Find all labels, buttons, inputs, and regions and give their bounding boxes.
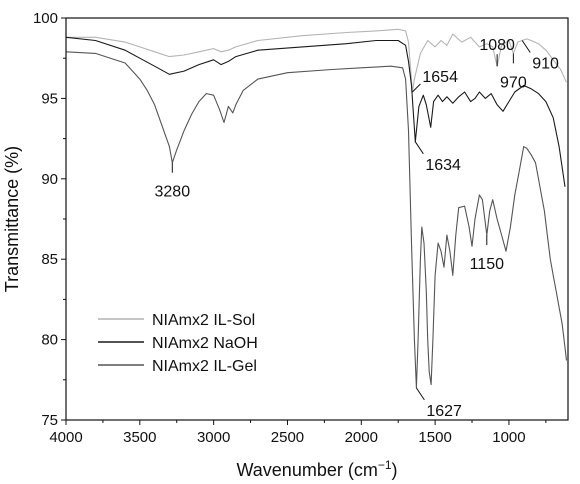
y-tick-label: 100 (33, 10, 58, 27)
peak-leader-line (412, 83, 421, 93)
peak-label: 1150 (470, 256, 505, 273)
peak-label: 970 (500, 74, 527, 91)
peak-label: 3280 (155, 184, 191, 201)
y-axis-title: Transmittance (%) (2, 146, 22, 292)
y-tick-label: 75 (41, 412, 58, 429)
peak-label: 1080 (479, 37, 515, 54)
peak-label: 1634 (425, 157, 461, 174)
series-line-1 (66, 28, 567, 93)
plot-frame (65, 17, 569, 421)
plot-lines (65, 28, 568, 389)
y-tick-label: 85 (41, 251, 58, 268)
x-tick-label: 1000 (492, 429, 525, 446)
legend-label: NIAmx2 IL-Gel (152, 358, 257, 375)
series-line-2 (65, 36, 566, 187)
y-axis: 75 80 85 90 95 100 (33, 10, 66, 429)
y-tick-label: 90 (41, 171, 58, 188)
x-tick-label: 3500 (123, 429, 156, 446)
x-tick-label: 2500 (271, 429, 304, 446)
peak-label: 1654 (422, 69, 458, 86)
peak-leader-line (521, 40, 531, 53)
x-tick-label: 3000 (197, 429, 230, 446)
x-tick-label: 4000 (49, 429, 82, 446)
y-tick-label: 95 (41, 90, 58, 107)
legend-label: NIAmx2 IL-Sol (152, 312, 255, 329)
y-tick-label: 80 (41, 332, 58, 349)
legend-label: NIAmx2 NaOH (152, 335, 258, 352)
peak-leader-line (414, 141, 424, 155)
x-axis: 4000 3500 3000 2500 2000 1500 1000 (49, 420, 547, 446)
peak-label: 910 (532, 56, 559, 73)
series-line-3 (65, 51, 568, 389)
legend: NIAmx2 IL-Sol NIAmx2 NaOH NIAmx2 IL-Gel (98, 312, 258, 375)
x-tick-label: 1500 (418, 429, 451, 446)
x-axis-title: Wavenumber (cm−1) (236, 458, 397, 480)
peak-annotations: 3280 1654 1634 1627 1150 1080 970 910 (155, 37, 560, 420)
peak-leader-line (415, 387, 425, 401)
peak-label: 1627 (426, 403, 462, 420)
x-tick-label: 2000 (345, 429, 378, 446)
